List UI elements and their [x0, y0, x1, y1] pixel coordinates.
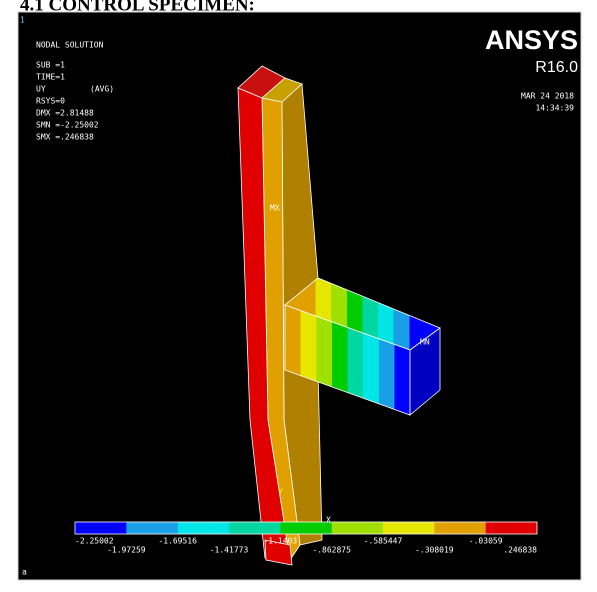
- time: 14:34:39: [535, 104, 574, 113]
- info-line: SMN =-2.25002: [36, 121, 99, 130]
- release: R16.0: [535, 59, 578, 76]
- legend-label: -2.25002: [75, 537, 114, 546]
- legend-swatch: [126, 522, 178, 534]
- result-title: NODAL SOLUTION: [36, 41, 104, 50]
- window-number: 1: [20, 16, 25, 25]
- legend-swatch: [229, 522, 281, 534]
- legend-label: -1.69516: [158, 537, 197, 546]
- legend-swatch: [434, 522, 486, 534]
- y-axis-label: Y: [278, 488, 283, 497]
- info-line: UY: [36, 85, 46, 94]
- legend-label: -.862875: [312, 546, 351, 555]
- footer: a: [22, 568, 27, 577]
- legend-label: -1.1403: [263, 537, 297, 546]
- legend-swatch: [486, 522, 538, 534]
- info-line: RSYS=0: [36, 97, 65, 106]
- legend-swatch: [383, 522, 435, 534]
- info-line: SMX =.246838: [36, 133, 94, 142]
- legend-swatch: [178, 522, 230, 534]
- info-line: SUB =1: [36, 61, 65, 70]
- avg-label: (AVG): [90, 85, 114, 94]
- min-label: MN: [420, 338, 430, 347]
- legend-label: -1.97259: [107, 546, 146, 555]
- info-line: DMX =2.81488: [36, 109, 94, 118]
- legend-label: -.308019: [415, 546, 454, 555]
- legend-label: -1.41773: [210, 546, 249, 555]
- info-line: TIME=1: [36, 73, 65, 82]
- max-label: MX: [270, 204, 280, 213]
- legend-label: -.585447: [364, 537, 403, 546]
- legend-label: -.03059: [469, 537, 503, 546]
- date: MAR 24 2018: [521, 92, 574, 101]
- legend-swatch: [75, 522, 127, 534]
- legend-swatch: [332, 522, 384, 534]
- legend-label: .246838: [503, 546, 537, 555]
- logo: ANSYS: [485, 25, 578, 55]
- legend-swatch: [280, 522, 332, 534]
- screenshot: 4.1 CONTROL SPECIMEN: 1 NODAL SOLUTION (…: [0, 0, 597, 592]
